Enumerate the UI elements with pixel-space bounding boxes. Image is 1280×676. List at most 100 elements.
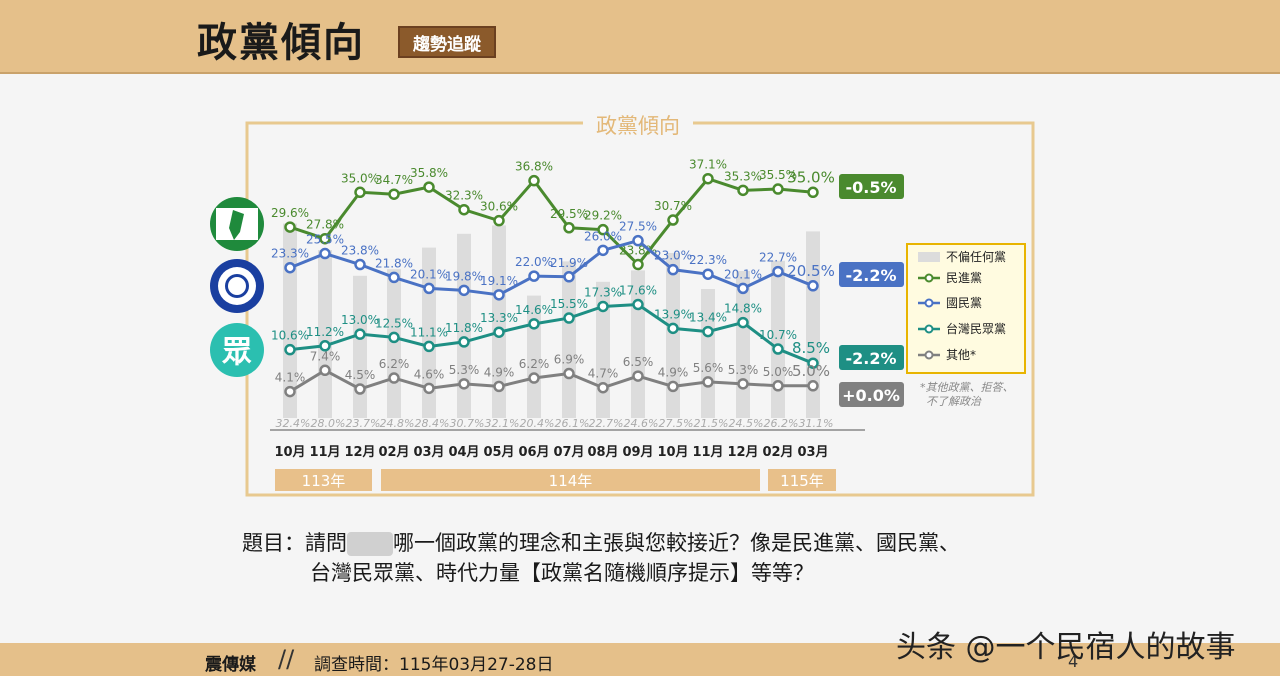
header-bar xyxy=(0,0,1280,72)
series-point xyxy=(423,340,435,353)
series-point xyxy=(737,316,749,329)
legend-label: 國民黨 xyxy=(946,296,982,310)
series-point xyxy=(597,381,609,394)
series-point xyxy=(284,261,296,274)
series-point xyxy=(667,214,679,226)
x-tick-label: 10月 xyxy=(274,445,305,460)
change-badge-text: -0.5% xyxy=(845,178,896,197)
series-value-label: 6.2% xyxy=(379,357,410,371)
year-band xyxy=(275,469,372,491)
series-value-label: 13.3% xyxy=(480,311,518,325)
series-point xyxy=(772,183,784,195)
series-point xyxy=(528,318,540,330)
series-point xyxy=(772,265,784,278)
change-badge-text: +0.0% xyxy=(842,386,900,405)
survey-question: 題目：請問 哪一個政黨的理念和主張與您較接近？像是民進黨、國民黨、 台灣民眾黨、時… xyxy=(242,528,960,588)
taiwan-shape-icon xyxy=(229,210,244,240)
change-badge-text: -2.2% xyxy=(845,349,896,368)
series-value-label: 4.6% xyxy=(414,367,445,381)
bar-undecided xyxy=(387,269,401,418)
year-label: 114年 xyxy=(549,472,593,490)
series-value-label: 21.9% xyxy=(550,256,588,270)
change-badge-text: -2.2% xyxy=(845,266,896,285)
series-value-label: 14.6% xyxy=(515,303,553,317)
series-value-label: 10.7% xyxy=(759,328,797,342)
series-value-label: 22.0% xyxy=(515,255,553,269)
legend-label: 台灣民眾黨 xyxy=(946,321,1006,336)
bar-undecided xyxy=(492,225,506,418)
series-point xyxy=(528,372,540,384)
bar-value-label: 24.6% xyxy=(624,417,659,430)
series-point xyxy=(563,271,575,283)
series-value-label: 20.1% xyxy=(724,267,762,281)
series-point xyxy=(354,258,366,271)
series-point xyxy=(702,268,714,280)
series-value-label: 32.3% xyxy=(445,189,483,203)
series-point xyxy=(354,383,366,395)
series-point xyxy=(388,188,400,200)
series-point xyxy=(284,221,296,233)
bar-value-label: 30.7% xyxy=(450,417,485,430)
year-label: 113年 xyxy=(302,472,346,490)
series-value-label: 11.8% xyxy=(445,321,483,335)
series-value-label: 5.3% xyxy=(449,363,480,377)
change-badge xyxy=(839,174,904,199)
series-point xyxy=(632,234,644,247)
bar-value-label: 32.4% xyxy=(276,417,311,430)
series-value-label: 4.1% xyxy=(275,371,306,385)
series-point xyxy=(597,244,609,257)
series-point xyxy=(458,378,470,390)
series-point xyxy=(702,376,714,388)
x-tick-label: 07月 xyxy=(553,445,584,460)
series-point xyxy=(388,271,400,284)
series-value-label: 20.1% xyxy=(410,267,448,281)
x-tick-label: 10月 xyxy=(657,445,688,460)
x-tick-label: 04月 xyxy=(448,445,479,460)
chart-note-line2: 不了解政治 xyxy=(926,395,982,408)
bar-value-label: 31.1% xyxy=(799,417,834,430)
redacted-block xyxy=(347,532,393,556)
chart-note-line1: *其他政黨、拒答、 xyxy=(920,381,1014,394)
series-point xyxy=(632,298,644,311)
series-value-label: 22.3% xyxy=(689,253,727,267)
survey-date: 調查時間：115年03月27-28日 xyxy=(314,655,554,675)
series-value-label: 35.3% xyxy=(724,169,762,183)
bar-undecided xyxy=(353,275,367,418)
bar-value-label: 28.4% xyxy=(415,417,450,430)
series-point xyxy=(319,364,331,377)
series-value-label: 35.5% xyxy=(759,168,797,182)
series-point xyxy=(632,370,644,382)
series-value-label: 8.5% xyxy=(792,339,830,357)
series-point xyxy=(563,222,575,234)
series-value-label: 35.8% xyxy=(410,166,448,180)
x-tick-label: 03月 xyxy=(797,445,828,460)
bar-undecided xyxy=(562,261,576,418)
series-point xyxy=(807,186,819,199)
page-title: 政黨傾向 xyxy=(197,20,365,66)
series-value-label: 4.9% xyxy=(484,365,515,379)
series-value-label: 23.8% xyxy=(341,244,379,258)
series-line-2 xyxy=(289,302,814,365)
series-value-label: 12.5% xyxy=(375,316,413,330)
series-value-label: 5.6% xyxy=(693,361,724,375)
bar-value-label: 21.5% xyxy=(694,417,729,430)
x-tick-label: 08月 xyxy=(587,445,618,460)
x-tick-label: 12月 xyxy=(344,445,375,460)
bar-value-label: 23.7% xyxy=(346,417,381,430)
series-point xyxy=(493,380,505,393)
header-divider xyxy=(0,72,1280,74)
year-label: 115年 xyxy=(780,472,824,490)
series-point xyxy=(667,263,679,276)
question-text-line2: 台灣民眾黨、時代力量【政黨名隨機順序提示】等等？ xyxy=(310,561,814,585)
series-value-label: 30.6% xyxy=(480,200,518,214)
series-value-label: 5.0% xyxy=(763,365,794,379)
series-value-label: 13.4% xyxy=(689,311,727,325)
series-point xyxy=(702,325,714,338)
series-point xyxy=(632,258,644,271)
legend-swatch-point xyxy=(924,298,934,308)
series-value-label: 29.5% xyxy=(550,207,588,221)
series-value-label: 26.0% xyxy=(584,229,622,243)
trend-badge: 趨勢追蹤 xyxy=(398,26,496,58)
legend-box xyxy=(906,243,1026,374)
series-value-label: 6.9% xyxy=(554,353,585,367)
